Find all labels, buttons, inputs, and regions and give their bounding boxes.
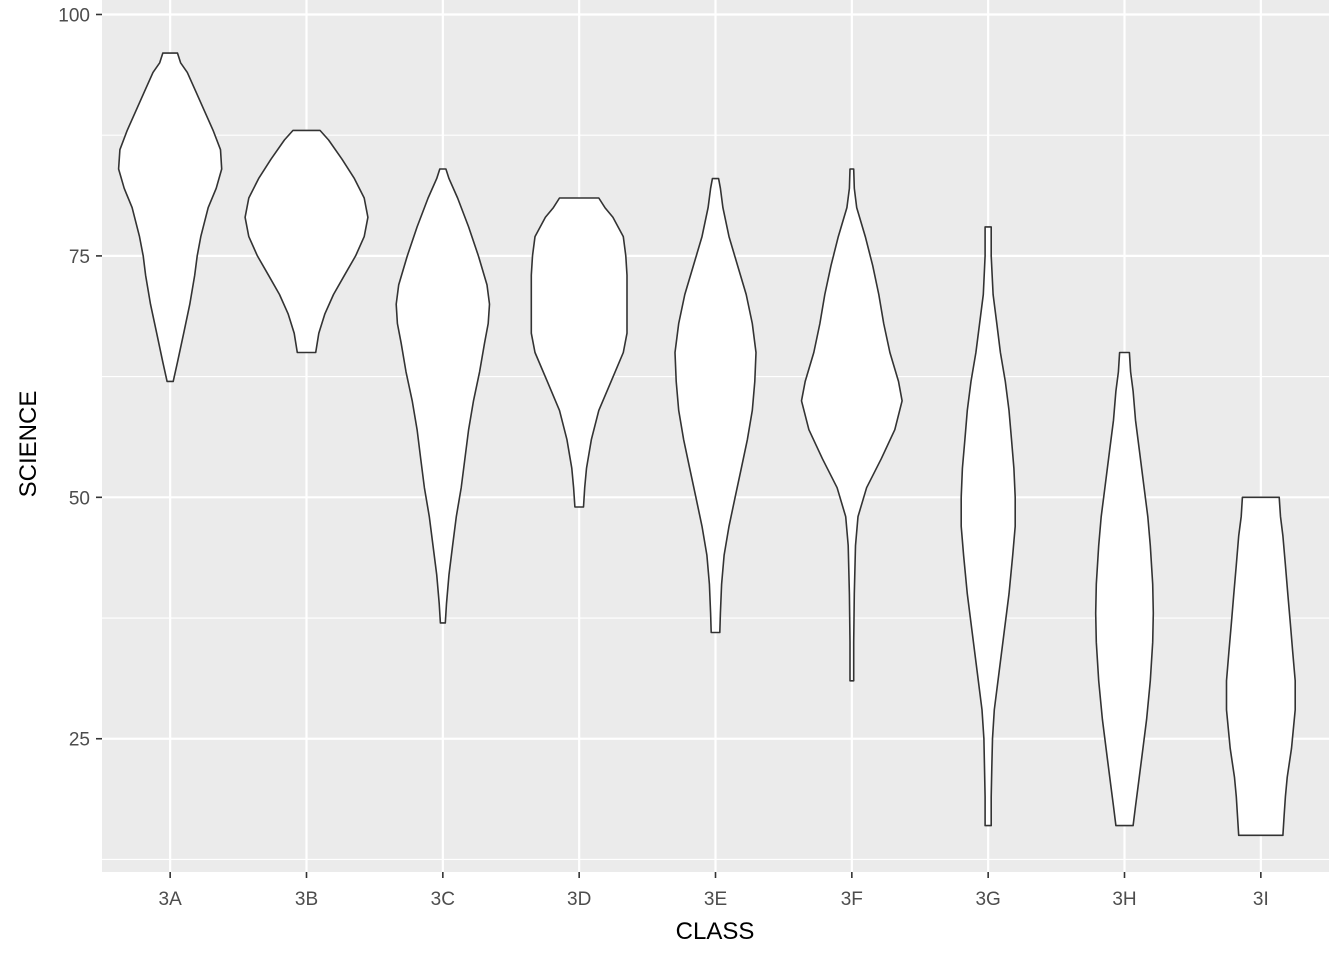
violin-3F bbox=[800, 168, 903, 682]
violin-3D bbox=[530, 197, 628, 508]
violin-3C bbox=[395, 168, 491, 624]
x-tick-label: 3F bbox=[841, 889, 863, 910]
y-tick-label: 100 bbox=[58, 5, 90, 26]
violin-3B bbox=[244, 129, 369, 354]
x-tick-label: 3C bbox=[431, 889, 455, 910]
violin-3H bbox=[1094, 351, 1155, 827]
x-tick-label: 3A bbox=[159, 889, 183, 910]
x-tick-label: 3I bbox=[1253, 889, 1269, 910]
y-axis-title: SCIENCE bbox=[15, 391, 42, 498]
x-tick-label: 3D bbox=[567, 889, 591, 910]
y-tick-label: 75 bbox=[69, 247, 90, 268]
y-tick-label: 50 bbox=[69, 488, 90, 509]
y-axis: 25 50 75 100 bbox=[58, 5, 102, 751]
x-axis-title: CLASS bbox=[676, 918, 755, 945]
x-tick-label: 3B bbox=[295, 889, 318, 910]
violin-3A bbox=[117, 52, 223, 383]
violin-3G bbox=[960, 226, 1016, 827]
x-axis: 3A 3B 3C 3D 3E 3F 3G 3H 3I bbox=[159, 872, 1269, 910]
violin-group bbox=[117, 52, 1296, 837]
violin-3I bbox=[1225, 496, 1296, 837]
x-tick-label: 3H bbox=[1112, 889, 1136, 910]
y-tick-label: 25 bbox=[69, 730, 90, 751]
x-tick-label: 3G bbox=[975, 889, 1000, 910]
violin-3E bbox=[674, 177, 757, 634]
x-tick-label: 3E bbox=[704, 889, 727, 910]
